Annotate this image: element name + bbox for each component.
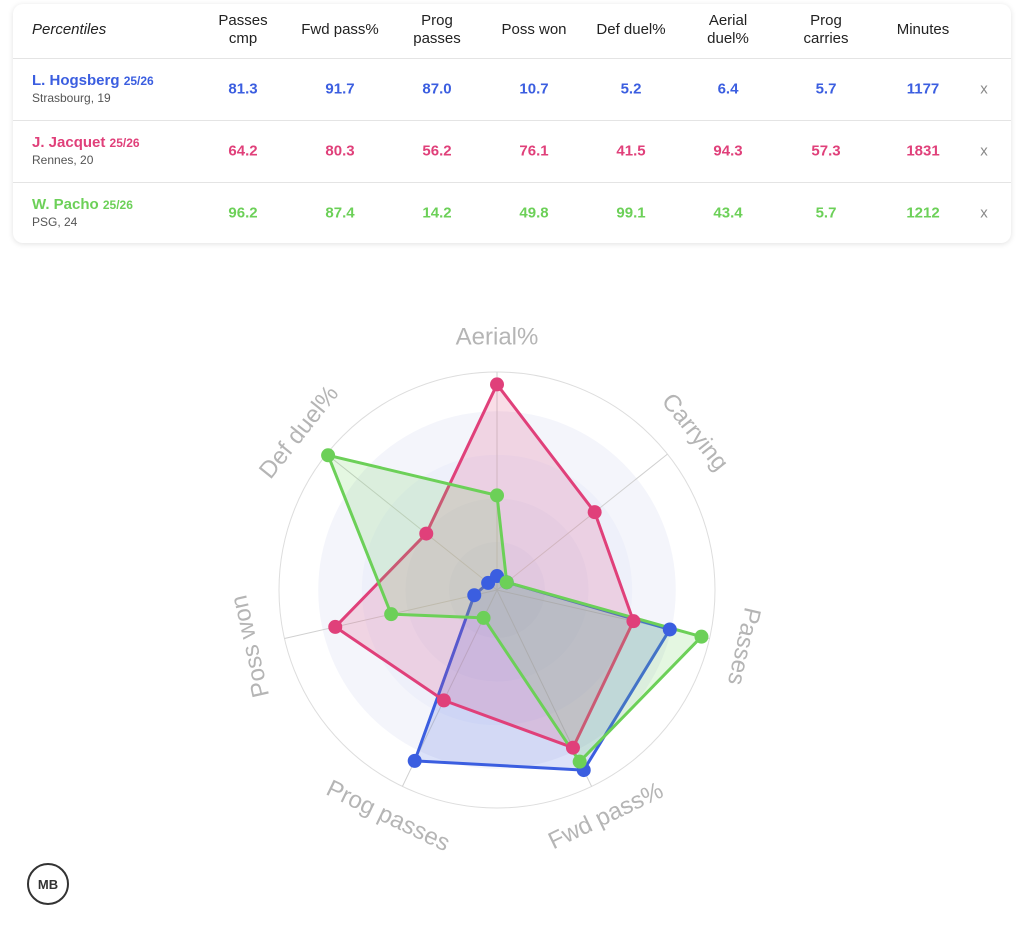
remove-button[interactable]: x [980,80,988,98]
stat-value: 91.7 [325,80,355,98]
row-separator [13,58,1011,59]
stat-value: 49.8 [519,204,549,222]
corner-label: Percentiles [32,21,107,38]
remove-button[interactable]: x [980,142,988,160]
radar-point [419,526,434,541]
player-name-text: L. Hogsberg [32,72,120,89]
radar-area [333,382,635,750]
stat-value: 5.7 [815,204,837,222]
radar-point [328,619,343,634]
player-name: J. Jacquet 25/26 [32,134,140,151]
stat-value: 87.4 [325,204,355,222]
radar-point [490,377,504,392]
column-header: Aerial duel% [707,12,749,47]
axis-label: Aerial% [456,323,539,350]
minutes: 1177 [906,80,940,98]
season: 25/26 [123,74,154,88]
stat-value: 57.3 [811,142,841,160]
player-name-text: W. Pacho [32,196,99,213]
logo: MB [27,863,69,905]
column-header: Prog carries [803,12,849,47]
stat-value: 6.4 [717,80,739,98]
column-header: Poss won [501,21,567,38]
radar-spoke [496,453,668,591]
remove-button[interactable]: x [980,204,988,222]
radar-point [321,448,336,463]
stat-value: 94.3 [713,142,743,160]
stats-table: Percentiles Passes cmp Fwd pass% Prog passe… [13,4,1011,243]
player-detail: PSG, 24 [32,215,78,229]
column-header: Fwd pass% [301,21,379,38]
radar-point [626,614,641,629]
stat-value: 81.3 [228,80,258,98]
radar-point [499,575,514,590]
axis-label: Passes [722,605,766,688]
minutes: 1831 [906,142,940,160]
radar-point [436,693,451,708]
stat-value: 64.2 [228,142,258,160]
column-header: Def duel% [596,21,666,38]
axis-label: Poss won [225,593,274,700]
player-detail: Strasbourg, 19 [32,91,111,105]
radar-point [490,488,504,503]
radar-point [384,607,399,622]
player-detail: Rennes, 20 [32,153,94,167]
radar-point [476,610,491,625]
stat-value: 99.1 [616,204,646,222]
stat-value: 43.4 [713,204,743,222]
stat-value: 56.2 [422,142,452,160]
radar-spoke [326,453,498,591]
season: 25/26 [109,136,140,150]
radar-point [407,753,422,768]
stat-value: 41.5 [616,142,646,160]
stat-value: 80.3 [325,142,355,160]
radar-point [565,740,580,755]
column-header: Prog passes [413,12,461,47]
stat-value: 14.2 [422,204,452,222]
column-header: Minutes [896,21,950,38]
radar-point [662,622,677,637]
stat-value: 5.7 [815,80,837,98]
player-name-text: J. Jacquet [32,134,106,151]
column-header: Passes cmp [218,12,268,47]
stat-value: 87.0 [422,80,452,98]
stat-value: 76.1 [519,142,549,160]
row-separator [13,182,1011,183]
radar-point [694,629,709,644]
radar-point [467,588,482,603]
minutes: 1212 [906,204,940,222]
player-name: L. Hogsberg 25/26 [32,72,154,89]
radar-point [572,754,587,769]
radar-point [587,505,602,520]
stat-value: 5.2 [620,80,642,98]
stat-value: 96.2 [228,204,258,222]
season: 25/26 [102,198,133,212]
stat-value: 10.7 [519,80,549,98]
player-name: W. Pacho 25/26 [32,196,133,213]
row-separator [13,120,1011,121]
